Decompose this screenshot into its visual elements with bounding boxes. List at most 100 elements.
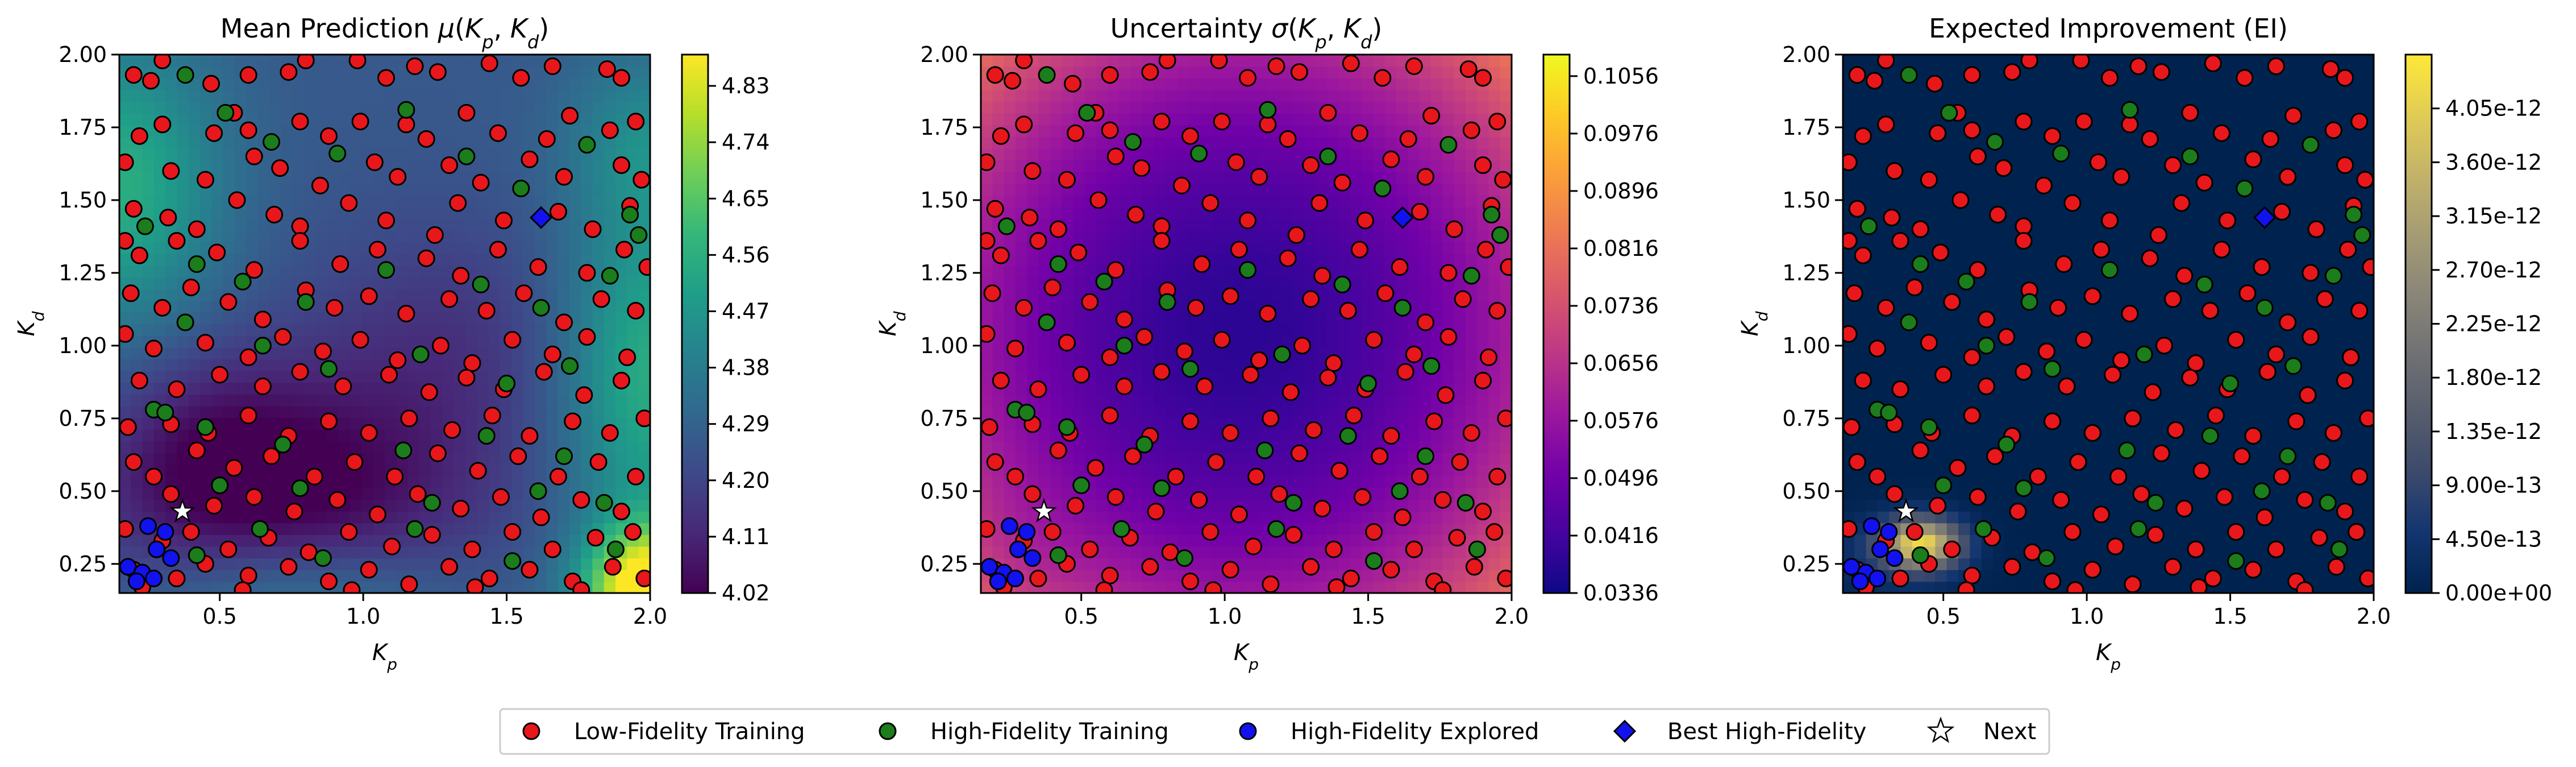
low-fidelity-point: [409, 485, 427, 503]
low-fidelity-point: [2146, 526, 2165, 544]
low-fidelity-point: [1242, 366, 1260, 384]
low-fidelity-point: [592, 290, 610, 308]
low-fidelity-point: [1221, 561, 1239, 579]
low-fidelity-point: [2152, 63, 2170, 81]
low-fidelity-point: [1969, 488, 1987, 506]
x-tick-label: 1.0: [346, 604, 380, 629]
low-fidelity-point: [2112, 168, 2130, 186]
colorbar-tick-label: 0.0896: [1583, 179, 1659, 204]
low-fidelity-point: [1021, 209, 1039, 227]
low-fidelity-point: [1181, 573, 1200, 591]
high-fidelity-point: [503, 552, 522, 570]
low-fidelity-point: [1350, 241, 1368, 259]
high-fidelity-point: [188, 255, 206, 273]
low-fidelity-point: [1029, 380, 1047, 399]
high-fidelity-point: [1259, 101, 1277, 119]
colorbar-tick-label: 4.65: [722, 186, 770, 211]
low-fidelity-point: [1015, 115, 1033, 134]
low-fidelity-point: [1135, 328, 1154, 346]
colorbar-tick-label: 4.83: [722, 73, 770, 98]
low-fidelity-point: [1374, 69, 1392, 87]
low-fidelity-point: [340, 194, 358, 212]
low-fidelity-point: [168, 232, 186, 250]
low-fidelity-point: [2164, 558, 2182, 576]
high-fidelity-point: [217, 103, 235, 122]
legend-label: Best High-Fidelity: [1667, 719, 1866, 745]
low-fidelity-point: [1290, 63, 1308, 81]
high-fidelity-point: [2052, 144, 2070, 163]
high-fidelity-point: [1374, 179, 1392, 197]
low-fidelity-point: [253, 310, 272, 329]
low-fidelity-point: [1127, 206, 1145, 224]
high-fidelity-point: [188, 546, 206, 564]
high-fidelity-point: [1880, 404, 1898, 422]
low-fidelity-point: [280, 558, 298, 576]
low-fidelity-point: [1106, 147, 1125, 165]
low-fidelity-point: [1095, 581, 1113, 593]
colorbar-tick-label: 0.00e+00: [2445, 581, 2552, 606]
low-fidelity-point: [1072, 366, 1091, 384]
low-fidelity-point: [130, 127, 148, 145]
low-fidelity-point: [1356, 212, 1375, 230]
low-fidelity-point: [2324, 121, 2342, 139]
low-fidelity-point: [1891, 380, 1909, 399]
colorbar-tick-label: 4.02: [722, 581, 770, 606]
high-fidelity-point: [176, 313, 194, 331]
low-fidelity-point: [2316, 290, 2334, 308]
y-tick-label: 1.75: [920, 115, 968, 140]
high-fidelity-point: [2044, 360, 2062, 378]
low-fidelity-point: [2207, 407, 2225, 425]
low-fidelity-point: [377, 69, 396, 87]
low-fidelity-point: [1494, 171, 1512, 189]
high-fidelity-point: [2135, 345, 2153, 363]
low-fidelity-point: [320, 127, 338, 145]
low-fidelity-point: [400, 575, 418, 593]
high-fidelity-point: [621, 206, 639, 224]
low-fidelity-point: [1239, 212, 1257, 230]
low-fidelity-point: [1405, 57, 1423, 75]
low-fidelity-point: [202, 74, 220, 93]
low-fidelity-point: [1293, 337, 1311, 355]
low-fidelity-point: [2083, 424, 2101, 442]
colorbar: 4.02 4.11 4.20 4.29 4.38 4.47 4.56 4.65 4.74 4.83: [681, 53, 770, 606]
explored-point: [1880, 523, 1898, 541]
low-fidelity-point: [2141, 249, 2159, 267]
low-fidelity-point: [2192, 462, 2211, 480]
high-fidelity-point: [394, 441, 413, 459]
low-fidelity-point: [1969, 261, 1987, 279]
scatter-points: [1843, 55, 2374, 593]
low-fidelity-point: [1101, 407, 1119, 425]
low-fidelity-point: [981, 325, 996, 343]
low-fidelity-point: [986, 200, 1004, 218]
low-fidelity-point: [480, 569, 498, 587]
low-fidelity-point: [2124, 409, 2142, 428]
x-tick-label: 1.5: [1351, 604, 1385, 629]
panel-title: Uncertainty σ(Kp, Kd): [1110, 13, 1383, 53]
low-fidelity-point: [2173, 194, 2191, 212]
low-fidelity-point: [263, 447, 281, 465]
low-fidelity-point: [311, 176, 329, 194]
high-fidelity-point: [1920, 418, 1938, 436]
low-fidelity-point: [503, 523, 522, 541]
low-fidelity-point: [119, 325, 134, 343]
low-fidelity-point: [480, 55, 498, 72]
high-fidelity-point: [1319, 147, 1337, 165]
low-fidelity-point: [2255, 508, 2274, 526]
low-fidelity-point: [1848, 66, 1866, 84]
low-fidelity-point: [389, 351, 407, 369]
low-fidelity-point: [440, 290, 459, 308]
low-fidelity-point: [1259, 115, 1277, 134]
low-fidelity-point: [627, 113, 645, 131]
low-fidelity-point: [1382, 561, 1400, 579]
low-fidelity-point: [2227, 523, 2245, 541]
low-fidelity-point: [1089, 191, 1108, 209]
low-fidelity-point: [1365, 331, 1383, 349]
x-tick-label: 0.5: [1926, 604, 1960, 629]
high-fidelity-point: [2181, 147, 2199, 165]
low-fidelity-point: [489, 124, 507, 142]
y-tick-label: 1.25: [1782, 260, 1830, 285]
high-fidelity-point: [1058, 418, 1076, 436]
low-fidelity-point: [130, 246, 148, 264]
explored-point: [162, 549, 180, 567]
low-fidelity-point: [348, 55, 367, 69]
